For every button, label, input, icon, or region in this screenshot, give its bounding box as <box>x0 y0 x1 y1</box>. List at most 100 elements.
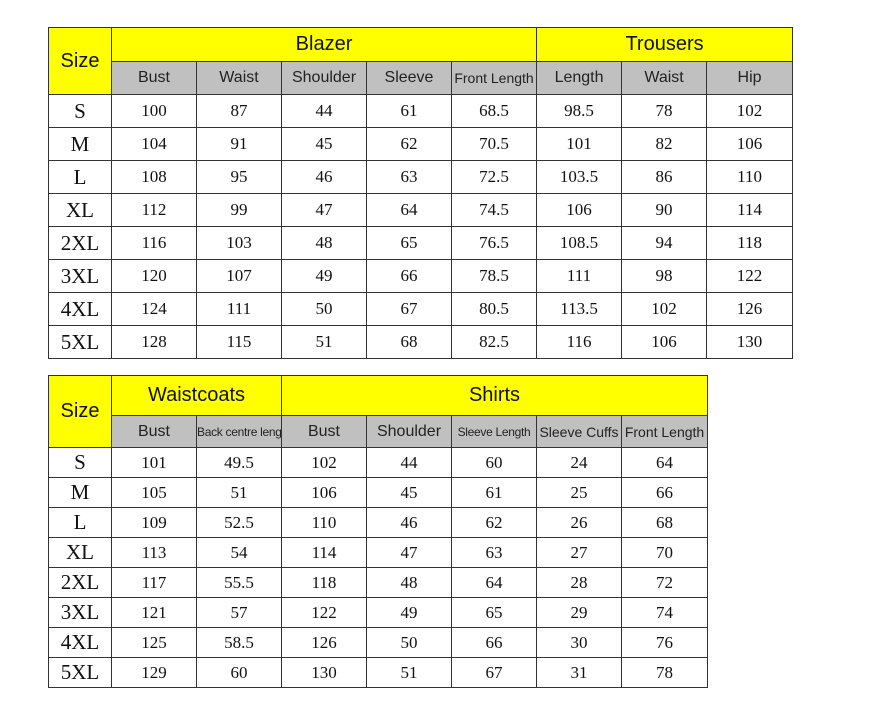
measurement-cell: 62 <box>366 127 452 161</box>
measurement-cell: 50 <box>281 292 367 326</box>
measurement-cell: 82.5 <box>450 325 538 359</box>
size-cell: 4XL <box>48 292 112 326</box>
column-header: Length <box>536 61 623 95</box>
measurement-cell: 108.5 <box>536 226 623 260</box>
waistcoats-group-header: Waistcoats <box>111 375 282 416</box>
measurement-cell: 68 <box>620 507 709 538</box>
measurement-cell: 60 <box>196 657 282 688</box>
column-header: Hip <box>706 61 794 95</box>
measurement-cell: 45 <box>281 127 367 161</box>
measurement-cell: 66 <box>451 627 537 658</box>
measurement-cell: 46 <box>281 160 367 194</box>
measurement-cell: 108 <box>111 160 197 194</box>
measurement-cell: 44 <box>366 447 452 478</box>
measurement-cell: 49.5 <box>196 447 282 478</box>
measurement-cell: 112 <box>111 193 197 227</box>
measurement-cell: 31 <box>536 657 622 688</box>
table-row: 2XL 116 103 48 65 76.5 108.5 94 118 <box>48 226 794 260</box>
measurement-cell: 103.5 <box>536 160 623 194</box>
size-cell: 3XL <box>48 597 112 628</box>
measurement-cell: 130 <box>281 657 367 688</box>
measurement-cell: 114 <box>281 537 367 568</box>
measurement-cell: 94 <box>621 226 708 260</box>
measurement-cell: 47 <box>366 537 452 568</box>
measurement-cell: 114 <box>706 193 794 227</box>
blazer-trousers-size-table: Size Blazer Trousers Bust Waist Shoulder Sl… <box>48 27 794 359</box>
measurement-cell: 46 <box>366 507 452 538</box>
measurement-cell: 64 <box>451 567 537 598</box>
measurement-cell: 91 <box>196 127 282 161</box>
measurement-cell: 106 <box>706 127 794 161</box>
column-header: Waist <box>621 61 708 95</box>
size-header: Size <box>48 375 112 448</box>
column-header: Front Length <box>620 415 709 448</box>
measurement-cell: 98 <box>621 259 708 293</box>
size-cell: XL <box>48 193 112 227</box>
measurement-cell: 126 <box>281 627 367 658</box>
measurement-cell: 78 <box>621 94 708 128</box>
measurement-cell: 102 <box>621 292 708 326</box>
measurement-cell: 80.5 <box>450 292 538 326</box>
measurement-cell: 130 <box>706 325 794 359</box>
size-cell: S <box>48 447 112 478</box>
size-cell: 5XL <box>48 657 112 688</box>
measurement-cell: 64 <box>366 193 452 227</box>
measurement-cell: 78.5 <box>450 259 538 293</box>
measurement-cell: 65 <box>366 226 452 260</box>
column-header: Sleeve <box>366 61 452 95</box>
measurement-cell: 90 <box>621 193 708 227</box>
measurement-cell: 74.5 <box>450 193 538 227</box>
table-row: M 105 51 106 45 61 25 66 <box>48 477 709 508</box>
measurement-cell: 67 <box>451 657 537 688</box>
measurement-cell: 102 <box>706 94 794 128</box>
measurement-cell: 110 <box>281 507 367 538</box>
measurement-cell: 58.5 <box>196 627 282 658</box>
measurement-cell: 87 <box>196 94 282 128</box>
measurement-cell: 28 <box>536 567 622 598</box>
size-cell: 5XL <box>48 325 112 359</box>
size-cell: S <box>48 94 112 128</box>
measurement-cell: 102 <box>281 447 367 478</box>
blazer-group-header: Blazer <box>110 27 538 62</box>
measurement-cell: 95 <box>196 160 282 194</box>
measurement-cell: 72.5 <box>450 160 538 194</box>
size-cell: 2XL <box>48 226 112 260</box>
table-row: 4XL 124 111 50 67 80.5 113.5 102 126 <box>48 292 794 326</box>
measurement-cell: 111 <box>196 292 282 326</box>
measurement-cell: 74 <box>620 597 709 628</box>
waistcoat-shirt-size-table: Size Waistcoats Shirts Bust Back centre l… <box>48 375 709 688</box>
measurement-cell: 61 <box>366 94 452 128</box>
size-cell: 2XL <box>48 567 112 598</box>
measurement-cell: 100 <box>111 94 197 128</box>
measurement-cell: 118 <box>706 226 794 260</box>
size-cell: XL <box>48 537 112 568</box>
measurement-cell: 70.5 <box>450 127 538 161</box>
measurement-cell: 72 <box>620 567 709 598</box>
measurement-cell: 125 <box>111 627 197 658</box>
measurement-cell: 107 <box>196 259 282 293</box>
measurement-cell: 51 <box>196 477 282 508</box>
column-header: Shoulder <box>281 61 367 95</box>
measurement-cell: 105 <box>111 477 197 508</box>
measurement-cell: 111 <box>536 259 623 293</box>
measurement-cell: 68 <box>366 325 452 359</box>
shirts-group-header: Shirts <box>280 375 709 416</box>
measurement-cell: 68.5 <box>450 94 538 128</box>
measurement-cell: 122 <box>706 259 794 293</box>
measurement-cell: 61 <box>451 477 537 508</box>
measurement-cell: 48 <box>281 226 367 260</box>
table-row: 4XL 125 58.5 126 50 66 30 76 <box>48 627 709 658</box>
size-cell: 4XL <box>48 627 112 658</box>
column-header: Bust <box>111 415 197 448</box>
measurement-cell: 120 <box>111 259 197 293</box>
measurement-cell: 110 <box>706 160 794 194</box>
measurement-cell: 24 <box>536 447 622 478</box>
column-header: Waist <box>196 61 282 95</box>
column-header: Bust <box>111 61 197 95</box>
measurement-cell: 128 <box>111 325 197 359</box>
table-row: 3XL 121 57 122 49 65 29 74 <box>48 597 709 628</box>
size-cell: M <box>48 477 112 508</box>
measurement-cell: 44 <box>281 94 367 128</box>
table-row: S 100 87 44 61 68.5 98.5 78 102 <box>48 94 794 128</box>
measurement-cell: 26 <box>536 507 622 538</box>
